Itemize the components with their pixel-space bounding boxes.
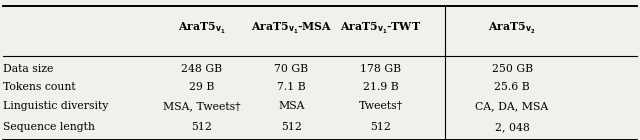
Text: MSA: MSA [278,101,305,111]
Text: MSA, Tweets†: MSA, Tweets† [163,101,241,111]
Text: AraT5$_{\mathbf{v_1}}$-MSA: AraT5$_{\mathbf{v_1}}$-MSA [250,20,332,36]
Text: 70 GB: 70 GB [274,64,308,74]
Text: AraT5$_{\mathbf{v_1}}$-TWT: AraT5$_{\mathbf{v_1}}$-TWT [340,20,421,36]
Text: 512: 512 [191,122,212,132]
Text: Linguistic diversity: Linguistic diversity [3,101,109,111]
Text: AraT5$_{\mathbf{v_1}}$: AraT5$_{\mathbf{v_1}}$ [178,20,225,36]
Text: 178 GB: 178 GB [360,64,401,74]
Text: AraT5$_{\mathbf{v_2}}$: AraT5$_{\mathbf{v_2}}$ [488,20,536,36]
Text: 512: 512 [371,122,391,132]
Text: Tokens count: Tokens count [3,82,76,92]
Text: 25.6 B: 25.6 B [494,82,530,92]
Text: Sequence length: Sequence length [3,122,95,132]
Text: 250 GB: 250 GB [492,64,532,74]
Text: Data size: Data size [3,64,54,74]
Text: 29 B: 29 B [189,82,214,92]
Text: 7.1 B: 7.1 B [277,82,305,92]
Text: Tweets†: Tweets† [359,101,403,111]
Text: 248 GB: 248 GB [181,64,222,74]
Text: 2, 048: 2, 048 [495,122,529,132]
Text: CA, DA, MSA: CA, DA, MSA [476,101,548,111]
Text: 21.9 B: 21.9 B [363,82,399,92]
Text: 512: 512 [281,122,301,132]
